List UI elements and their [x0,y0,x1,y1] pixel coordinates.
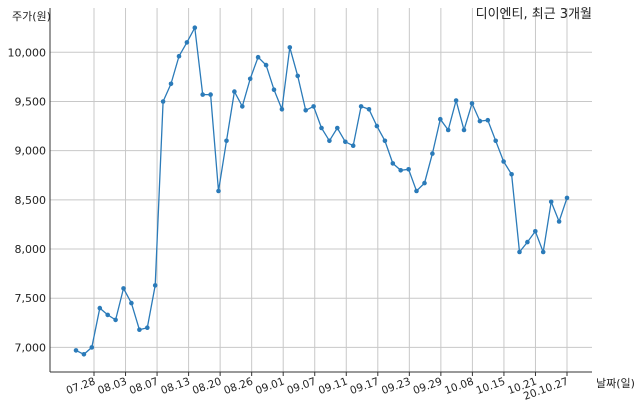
axes [49,8,592,376]
data-point [105,312,110,318]
data-point [224,138,229,144]
x-tick-label: 08.26 [222,375,255,397]
price-line [75,25,568,356]
data-point [493,138,499,144]
data-point [129,300,134,306]
data-point [382,138,388,144]
data-point [477,118,483,124]
x-tick-label: 08.20 [191,376,223,398]
chart-title: 디이엔티, 최근 3개월 [476,7,592,22]
data-point [311,104,316,109]
x-tick-label: 07.28 [65,376,97,398]
data-point [358,104,364,109]
data-point [208,92,213,97]
price-series [73,25,570,357]
data-point [556,219,562,224]
data-point [137,327,142,333]
data-point [390,161,396,166]
data-point [350,143,356,148]
data-point [152,283,158,288]
data-point [406,167,411,172]
data-point [113,317,118,323]
data-point [319,125,324,131]
data-point [81,352,87,357]
data-point [517,249,522,255]
data-point [255,54,261,60]
x-tick-label: 10.08 [443,376,475,398]
data-point [509,172,514,177]
data-point [533,229,538,234]
x-tick-label: 08.03 [96,376,128,398]
x-tick-label: 09.23 [380,376,412,398]
data-point [232,89,237,94]
data-point [200,92,205,97]
data-point [287,45,293,50]
data-point [445,127,451,133]
data-point [564,195,570,201]
data-point [176,53,182,59]
data-point [414,188,419,194]
data-point [525,239,530,245]
data-point [145,325,150,331]
y-tick-label: 10,000 [8,46,47,59]
data-point [366,107,372,112]
y-tick-label: 7,000 [15,341,47,354]
x-tick-label: 08.07 [128,376,160,398]
x-axis-label: 날짜(일) [596,376,635,390]
data-point [422,180,427,186]
data-point [247,76,253,82]
y-tick-labels: 7,000 7,500 8,000 8,500 9,000 9,500 10,000 [8,46,47,354]
data-point [343,139,348,145]
data-point [540,249,546,255]
x-tick-label: 09.07 [285,376,317,398]
x-tick-label: 09.17 [348,376,380,398]
data-point [374,123,380,129]
data-point [263,62,269,68]
x-tick-label: 09.11 [317,376,349,398]
y-axis-label: 주가(원) [12,10,51,23]
data-point [485,117,491,123]
data-point [438,116,443,122]
data-point [160,99,166,104]
data-point [327,138,332,144]
data-point [279,107,285,112]
x-tick-label: 10.15 [475,376,507,398]
data-point [168,81,174,87]
data-point [430,151,435,156]
grid-lines [50,8,592,372]
data-point [97,305,103,311]
data-point [89,345,95,350]
x-tick-label: 09.29 [412,376,444,398]
data-point [453,98,459,103]
y-tick-label: 8,000 [15,243,47,256]
y-tick-label: 9,500 [15,95,47,108]
data-point [548,199,554,205]
data-point [184,40,190,45]
y-tick-label: 9,000 [15,145,47,158]
x-tick-labels: 07.28 08.03 08.07 08.13 08.20 08.26 09.01 09.07… [65,375,570,402]
y-tick-label: 8,500 [15,194,47,207]
data-point [73,348,79,353]
data-point [240,104,245,109]
x-tick-label: 09.01 [254,376,286,398]
x-tick-label: 08.13 [159,376,191,398]
data-point [192,25,198,31]
y-tick-label: 7,500 [15,292,47,305]
data-point [303,108,309,113]
data-point [295,73,301,79]
data-point [216,188,221,194]
data-point [121,286,126,291]
data-point [469,101,475,106]
data-point [271,87,277,92]
data-point [398,168,404,173]
data-point [335,125,340,131]
data-point [461,127,467,133]
data-point [501,159,506,164]
